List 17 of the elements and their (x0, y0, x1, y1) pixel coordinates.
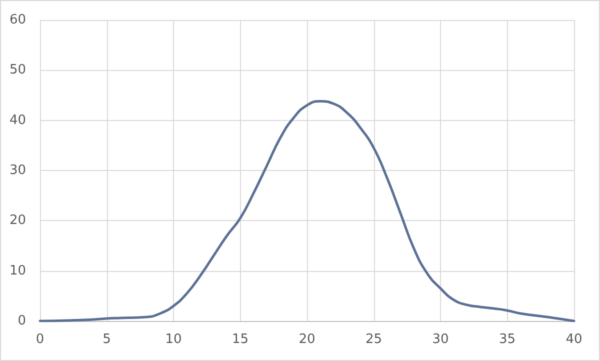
y-tick-label: 60 (9, 12, 26, 28)
x-tick-label: 25 (365, 332, 382, 347)
y-tick-label: 20 (9, 213, 26, 228)
x-tick-label: 5 (102, 332, 111, 347)
x-tick-label: 40 (566, 332, 582, 347)
y-tick-label: 0 (18, 314, 26, 328)
x-tick-label: 0 (36, 332, 44, 347)
x-tick-label: 10 (165, 332, 182, 347)
y-tick-label: 10 (9, 263, 26, 278)
y-tick-label: 40 (9, 112, 26, 128)
x-tick-label: 35 (498, 332, 516, 347)
line-series (38, 100, 576, 322)
y-tick-label: 30 (9, 163, 26, 178)
x-tick-label: 30 (432, 332, 449, 347)
x-tick-label: 20 (298, 332, 316, 347)
x-tick-label: 15 (232, 332, 249, 347)
y-tick-label: 50 (9, 62, 26, 78)
